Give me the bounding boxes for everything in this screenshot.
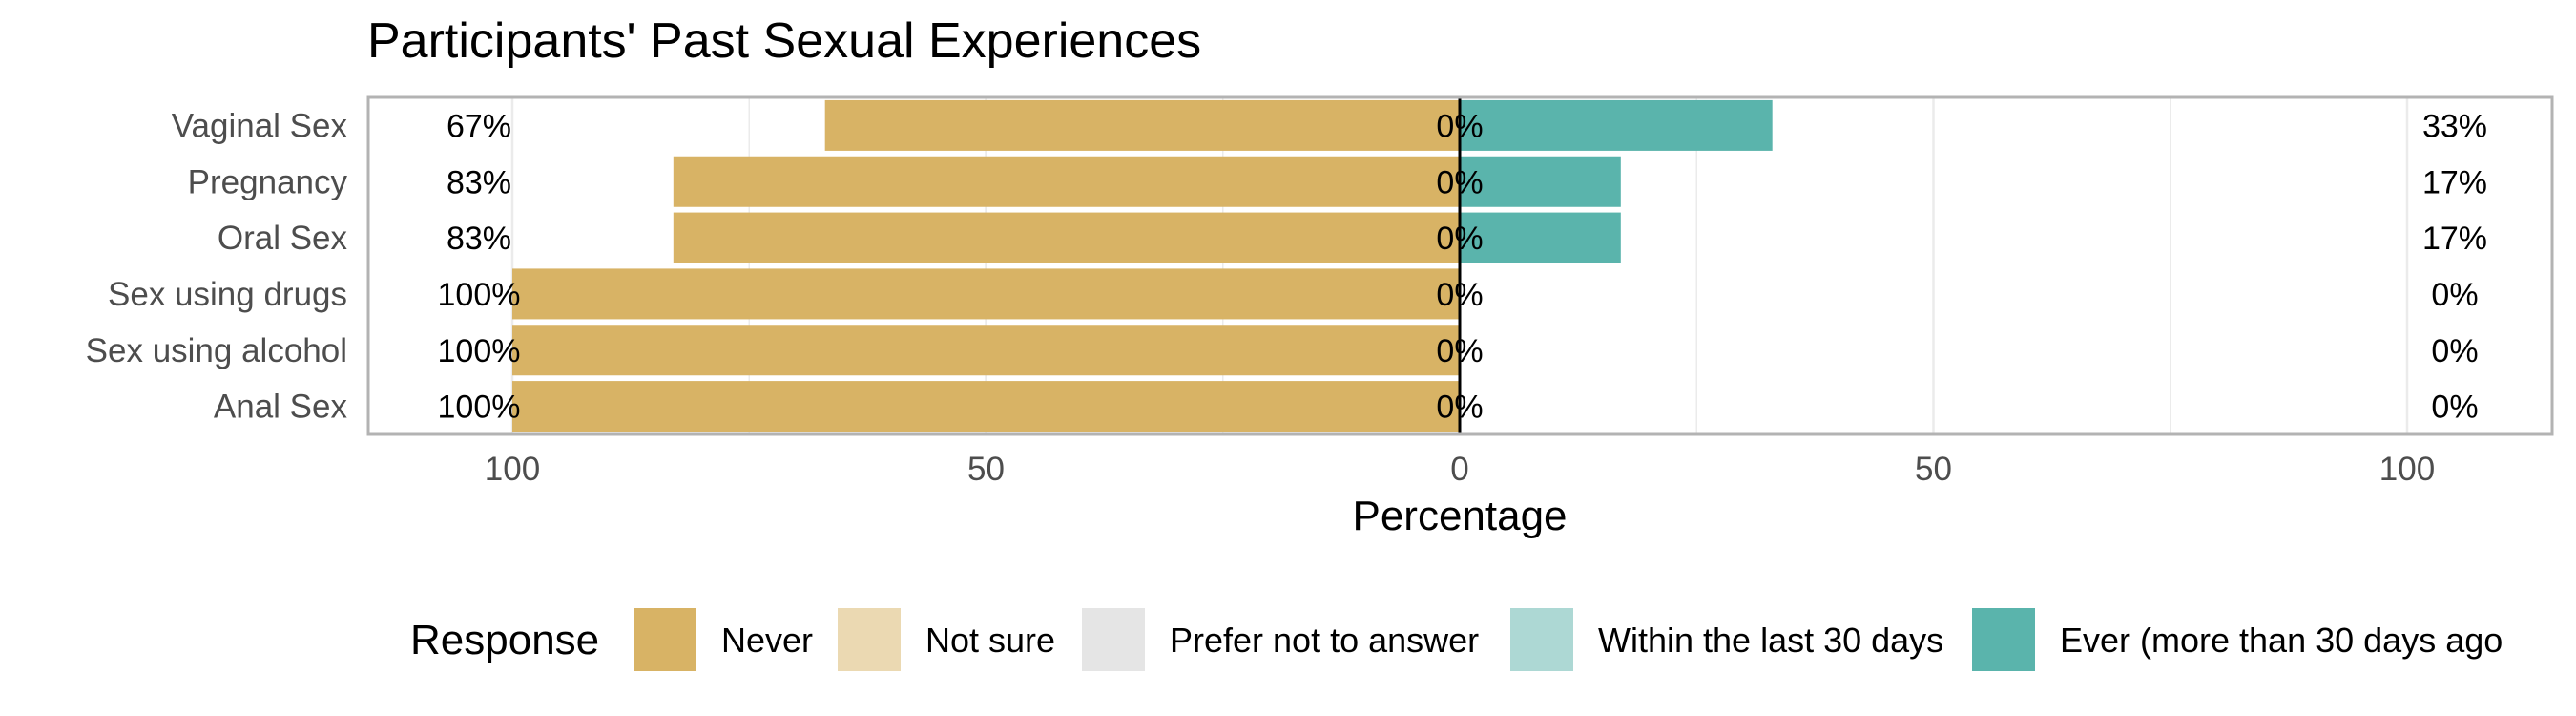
legend-key-prefer-not-to-answer xyxy=(1080,606,1147,673)
right-percent-label: 17% xyxy=(2422,221,2487,257)
panel-border xyxy=(366,95,2554,436)
legend-key-within-the-last-30-days xyxy=(1508,606,1575,673)
bar-never xyxy=(512,325,1460,376)
x-axis-title: Percentage xyxy=(1352,493,1567,539)
category-label: Vaginal Sex xyxy=(172,107,348,144)
x-tick-label: 0 xyxy=(1450,451,1468,488)
right-percent-label: 17% xyxy=(2422,164,2487,200)
bar-ever-more-than-30-days-ago xyxy=(1460,156,1621,207)
legend-label-never: Never xyxy=(721,621,813,660)
category-label: Pregnancy xyxy=(188,163,348,200)
legend-label-ever-more-than-30-days-ago: Ever (more than 30 days ago xyxy=(2060,621,2503,660)
legend-label-within-the-last-30-days: Within the last 30 days xyxy=(1598,621,1943,660)
x-tick-label: 100 xyxy=(485,451,540,488)
legend-title: Response xyxy=(410,617,599,663)
legend-label-prefer-not-to-answer: Prefer not to answer xyxy=(1170,621,1479,660)
left-percent-label: 83% xyxy=(447,164,511,200)
bar-never xyxy=(512,268,1460,320)
legend-key-never xyxy=(632,606,698,673)
bar-ever-more-than-30-days-ago xyxy=(1460,99,1773,151)
right-percent-label: 0% xyxy=(2431,390,2478,426)
left-percent-label: 83% xyxy=(447,221,511,257)
legend-label-not-sure: Not sure xyxy=(925,621,1055,660)
category-label: Oral Sex xyxy=(218,220,348,257)
right-percent-label: 0% xyxy=(2431,333,2478,369)
center-percent-label: 0% xyxy=(1436,390,1483,426)
bar-never xyxy=(673,212,1460,263)
legend-key-ever-more-than-30-days-ago xyxy=(1970,606,2037,673)
legend-key-not-sure xyxy=(836,606,903,673)
plot-area: Vaginal Sex 67% 0% 33% Pregnancy 83% 0% 17% Oral… xyxy=(86,95,2554,488)
chart-title: Participants' Past Sexual Experiences xyxy=(367,13,1201,69)
category-label: Sex using alcohol xyxy=(86,332,347,369)
x-tick-label: 50 xyxy=(1915,451,1952,488)
left-percent-label: 100% xyxy=(438,390,521,426)
center-percent-label: 0% xyxy=(1436,221,1483,257)
left-percent-label: 67% xyxy=(447,108,511,144)
left-percent-label: 100% xyxy=(438,333,521,369)
bar-never xyxy=(824,99,1460,151)
right-percent-label: 33% xyxy=(2422,108,2487,144)
center-percent-label: 0% xyxy=(1436,108,1483,144)
right-percent-label: 0% xyxy=(2431,277,2478,313)
bar-never xyxy=(512,381,1460,432)
bar-ever-more-than-30-days-ago xyxy=(1460,212,1621,263)
legend: Response Never Not sure Prefer not to answ… xyxy=(410,606,2503,673)
center-percent-label: 0% xyxy=(1436,277,1483,313)
category-label: Sex using drugs xyxy=(108,276,347,313)
x-tick-label: 50 xyxy=(967,451,1005,488)
x-tick-label: 100 xyxy=(2379,451,2435,488)
center-percent-label: 0% xyxy=(1436,164,1483,200)
center-percent-label: 0% xyxy=(1436,333,1483,369)
bar-never xyxy=(673,156,1460,207)
left-percent-label: 100% xyxy=(438,277,521,313)
category-label: Anal Sex xyxy=(214,389,348,426)
